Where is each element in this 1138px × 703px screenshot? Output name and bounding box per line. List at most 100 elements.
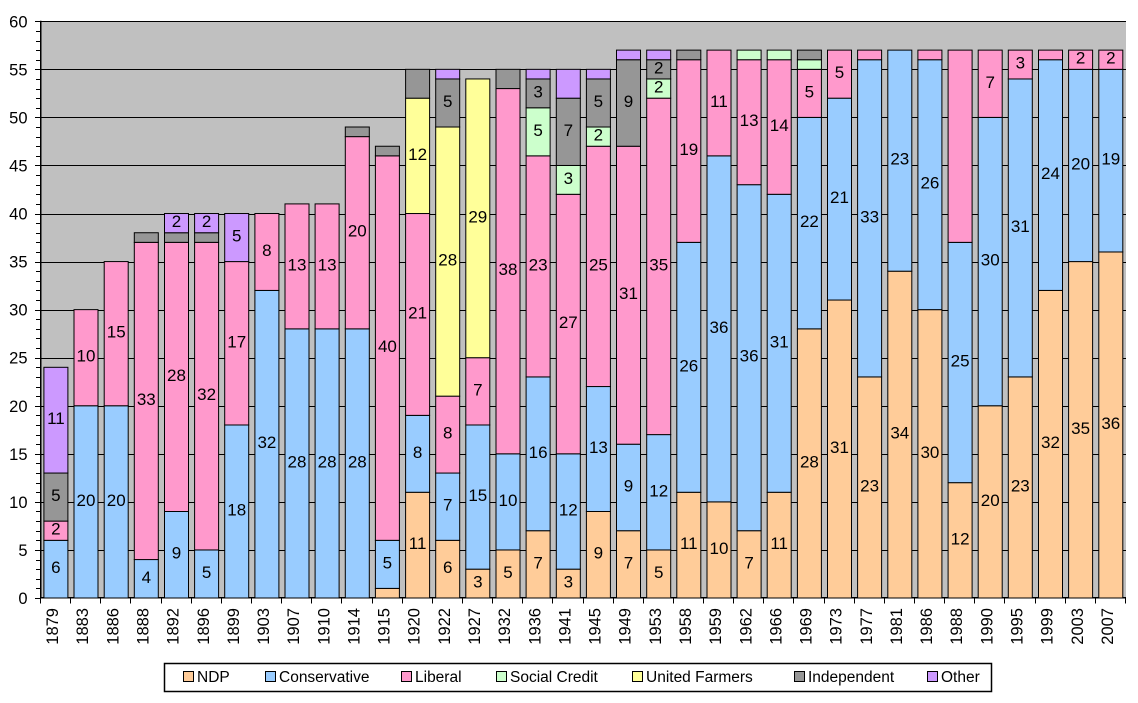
svg-text:Social Credit: Social Credit [510, 669, 599, 686]
svg-text:0: 0 [18, 590, 27, 608]
svg-text:3: 3 [564, 169, 573, 188]
svg-text:19: 19 [679, 140, 698, 159]
svg-text:1920: 1920 [406, 608, 424, 645]
svg-text:2007: 2007 [1099, 608, 1117, 645]
svg-text:9: 9 [624, 477, 633, 496]
svg-text:21: 21 [408, 303, 427, 322]
svg-text:12: 12 [408, 145, 427, 164]
svg-text:27: 27 [559, 313, 578, 332]
svg-text:11: 11 [710, 92, 728, 111]
svg-text:5: 5 [654, 563, 663, 582]
svg-text:1936: 1936 [526, 608, 544, 645]
svg-text:1969: 1969 [798, 608, 816, 645]
svg-text:9: 9 [624, 92, 633, 111]
svg-text:26: 26 [679, 356, 698, 375]
svg-text:1914: 1914 [346, 608, 364, 645]
svg-text:30: 30 [981, 251, 1000, 270]
svg-text:13: 13 [318, 255, 337, 274]
svg-text:20: 20 [1071, 155, 1090, 174]
svg-text:1977: 1977 [858, 608, 876, 645]
svg-text:1899: 1899 [225, 608, 243, 645]
svg-text:28: 28 [348, 452, 367, 471]
svg-text:15: 15 [9, 446, 27, 464]
svg-text:8: 8 [443, 424, 452, 443]
svg-text:2: 2 [51, 520, 60, 539]
svg-text:3: 3 [564, 573, 573, 592]
svg-text:35: 35 [649, 255, 668, 274]
svg-text:1966: 1966 [767, 608, 785, 645]
svg-text:7: 7 [533, 553, 542, 572]
svg-text:38: 38 [499, 260, 518, 279]
svg-text:5: 5 [533, 121, 542, 140]
svg-text:33: 33 [860, 207, 879, 226]
svg-text:10: 10 [77, 347, 96, 366]
svg-text:36: 36 [710, 318, 729, 337]
svg-text:12: 12 [649, 481, 668, 500]
svg-text:20: 20 [981, 491, 1000, 510]
svg-text:1999: 1999 [1039, 608, 1057, 645]
svg-text:Liberal: Liberal [415, 669, 462, 686]
svg-text:18: 18 [227, 501, 246, 520]
svg-text:1941: 1941 [556, 608, 574, 645]
svg-text:8: 8 [413, 443, 422, 462]
svg-text:31: 31 [619, 284, 638, 303]
svg-text:Other: Other [941, 669, 980, 686]
svg-text:33: 33 [137, 390, 156, 409]
svg-text:25: 25 [951, 352, 970, 371]
svg-text:1915: 1915 [376, 608, 394, 645]
svg-text:32: 32 [257, 433, 276, 452]
svg-text:1907: 1907 [285, 608, 303, 645]
svg-text:2: 2 [654, 78, 663, 97]
svg-text:5: 5 [594, 92, 603, 111]
svg-text:32: 32 [197, 385, 216, 404]
svg-text:7: 7 [473, 380, 482, 399]
svg-text:2: 2 [202, 212, 211, 231]
svg-text:6: 6 [443, 558, 452, 577]
svg-text:1883: 1883 [74, 608, 92, 645]
svg-text:31: 31 [770, 332, 789, 351]
svg-text:10: 10 [499, 491, 518, 510]
svg-text:31: 31 [1011, 217, 1030, 236]
svg-text:28: 28 [438, 251, 457, 270]
svg-text:11: 11 [680, 534, 698, 553]
svg-text:7: 7 [443, 496, 452, 515]
svg-text:28: 28 [800, 452, 819, 471]
svg-text:2: 2 [654, 58, 663, 77]
svg-text:5: 5 [835, 63, 844, 82]
svg-text:1879: 1879 [44, 608, 62, 645]
svg-text:2: 2 [172, 212, 181, 231]
svg-text:7: 7 [564, 121, 573, 140]
svg-text:2: 2 [1106, 49, 1115, 68]
svg-text:1932: 1932 [496, 608, 514, 645]
svg-text:United Farmers: United Farmers [646, 669, 753, 686]
svg-text:1886: 1886 [104, 608, 122, 645]
svg-text:1981: 1981 [888, 608, 906, 645]
svg-text:12: 12 [951, 529, 970, 548]
svg-text:3: 3 [1016, 54, 1025, 73]
svg-text:8: 8 [262, 241, 271, 260]
svg-text:1922: 1922 [436, 608, 454, 645]
svg-text:23: 23 [890, 150, 909, 169]
svg-text:5: 5 [383, 553, 392, 572]
svg-text:10: 10 [9, 494, 27, 512]
svg-text:1986: 1986 [918, 608, 936, 645]
svg-text:5: 5 [202, 563, 211, 582]
svg-text:11: 11 [770, 534, 788, 553]
svg-text:9: 9 [594, 544, 603, 563]
svg-text:1910: 1910 [315, 608, 333, 645]
svg-text:4: 4 [142, 568, 151, 587]
svg-text:13: 13 [288, 255, 307, 274]
svg-text:1995: 1995 [1009, 608, 1027, 645]
svg-text:1953: 1953 [647, 608, 665, 645]
svg-text:60: 60 [9, 13, 27, 31]
svg-text:7: 7 [624, 553, 633, 572]
svg-text:2: 2 [594, 126, 603, 145]
svg-text:17: 17 [227, 332, 246, 351]
svg-text:1958: 1958 [677, 608, 695, 645]
svg-text:2: 2 [1076, 49, 1085, 68]
svg-text:5: 5 [51, 486, 60, 505]
svg-text:20: 20 [9, 398, 27, 416]
svg-text:2003: 2003 [1069, 608, 1087, 645]
svg-text:1927: 1927 [466, 608, 484, 645]
svg-text:1903: 1903 [255, 608, 273, 645]
